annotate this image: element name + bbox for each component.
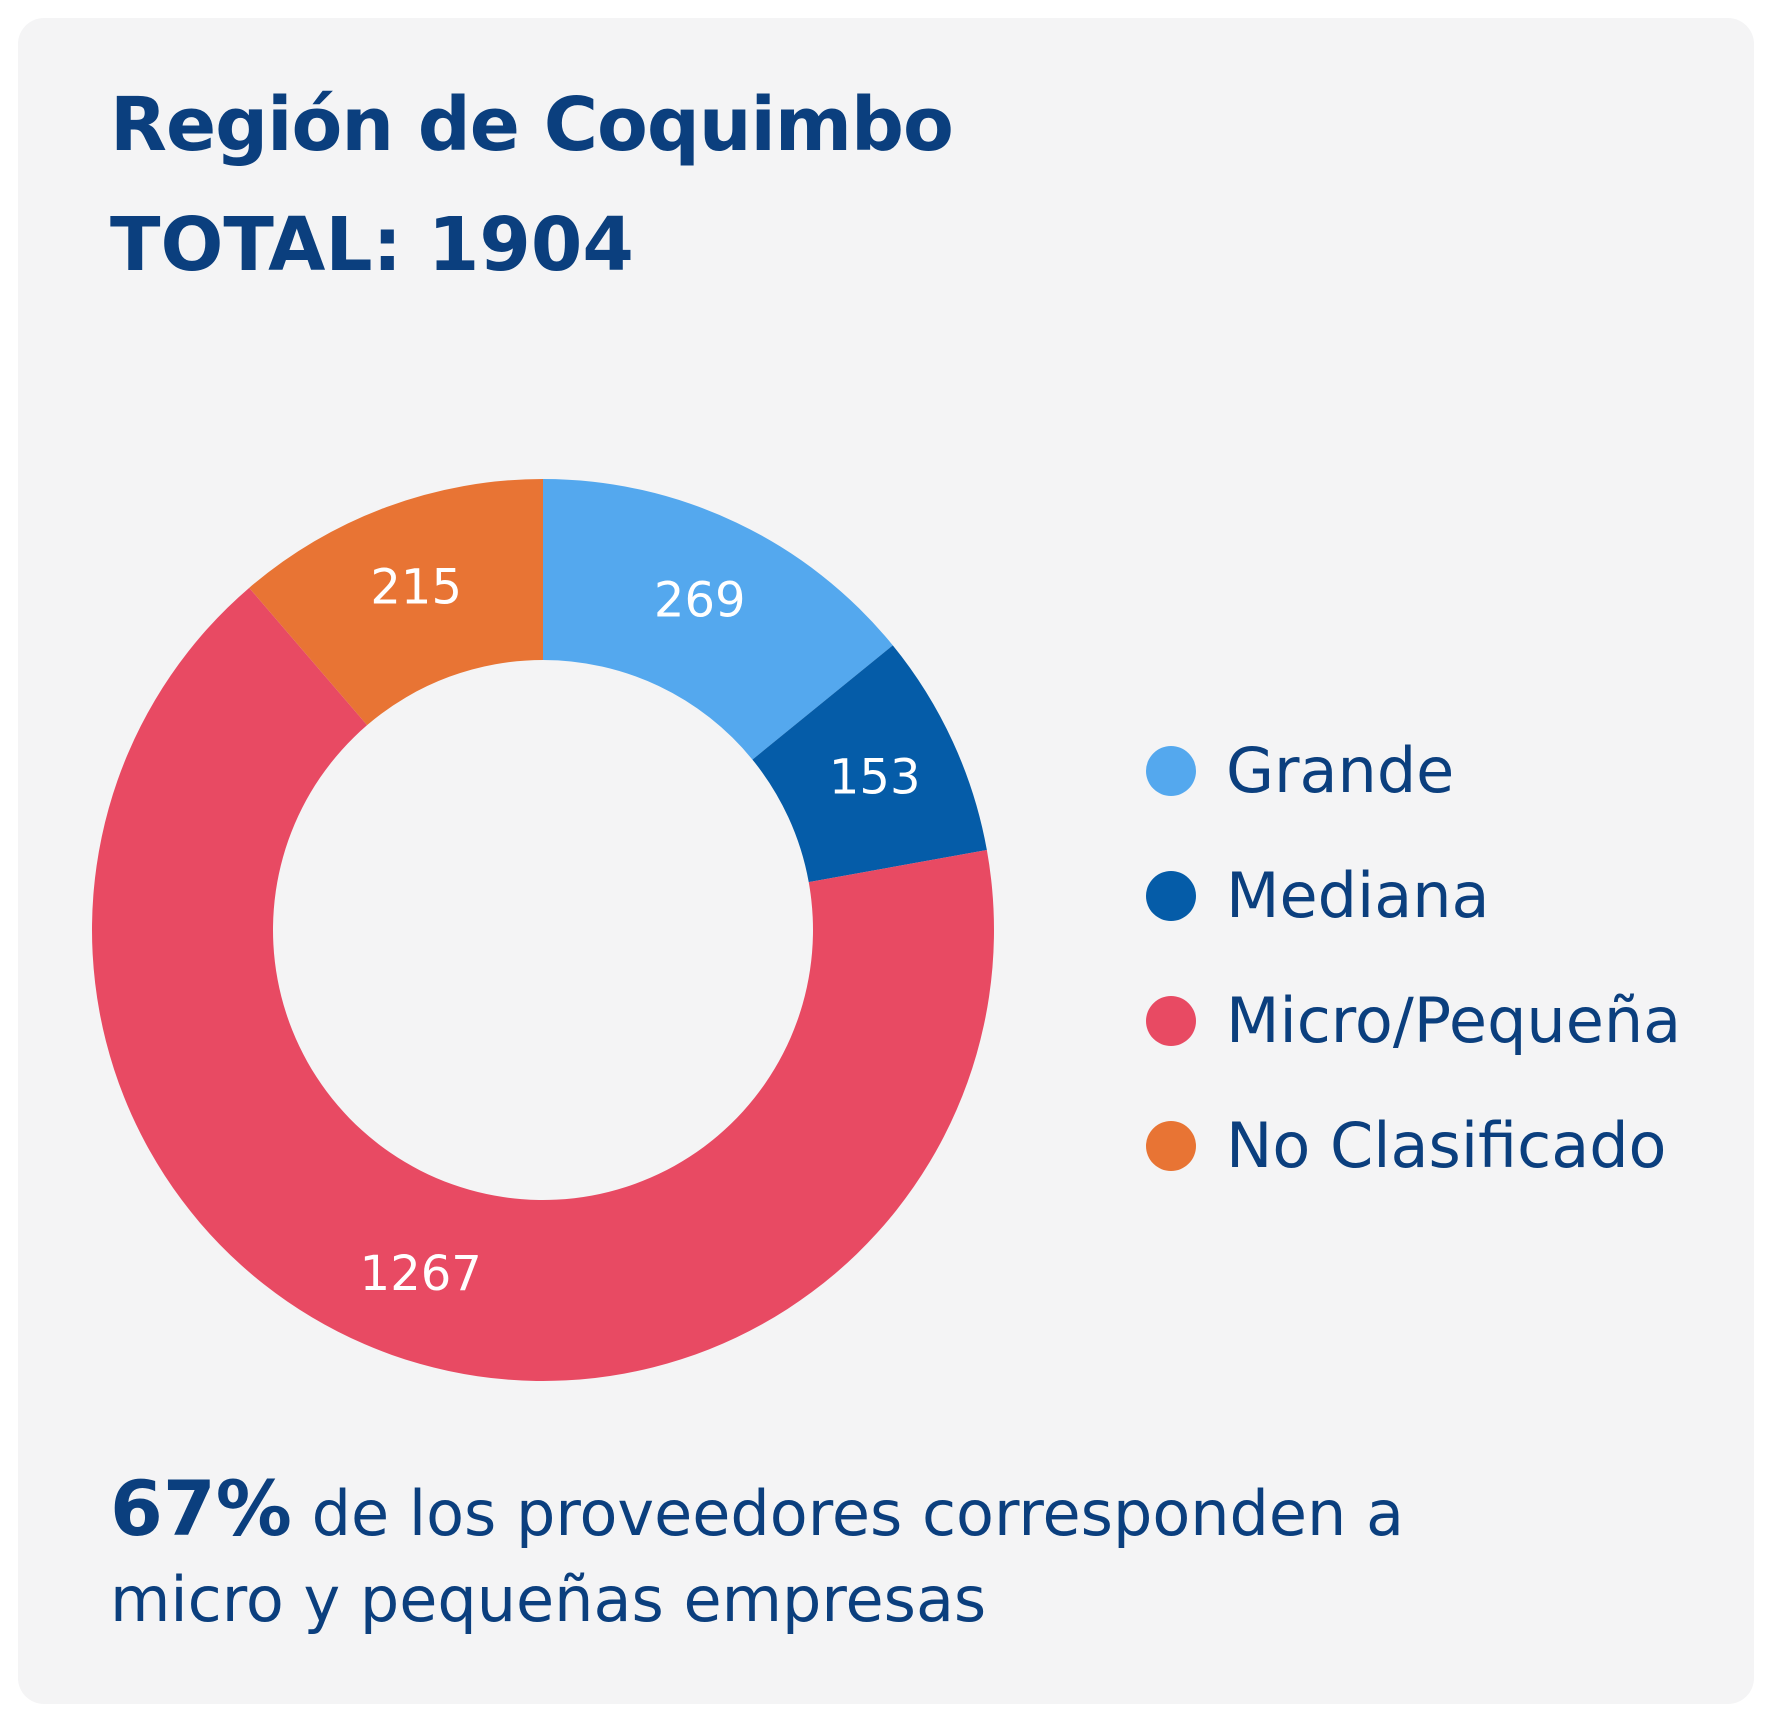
legend-label-no-clasificado: No Clasificado xyxy=(1226,1109,1667,1182)
chart-title: Región de Coquimbo xyxy=(110,82,954,168)
legend-label-grande: Grande xyxy=(1226,734,1455,807)
donut-slices xyxy=(92,479,994,1381)
footnote-highlight: 67% xyxy=(110,1464,292,1553)
legend-item-mediana: Mediana xyxy=(1146,833,1681,958)
legend-swatch-no-clasificado xyxy=(1146,1120,1196,1171)
slice-value-label-grande: 269 xyxy=(654,572,746,628)
slice-value-label-mediana: 153 xyxy=(829,750,921,806)
chart-legend: Grande Mediana Micro/Pequeña No Clasific… xyxy=(1146,708,1681,1208)
donut-slice-no-clasificado xyxy=(249,479,543,726)
donut-slice-mediana xyxy=(752,645,987,883)
slice-value-label-no-clasificado: 215 xyxy=(370,560,462,616)
slice-value-label-micro-pequena: 1267 xyxy=(360,1246,482,1302)
donut-slice-grande xyxy=(543,479,893,760)
chart-card: Región de Coquimbo TOTAL: 1904 Grande Me… xyxy=(18,18,1754,1704)
donut-slice-labels: 269 153 1267 215 xyxy=(360,560,921,1302)
legend-label-micro-pequena: Micro/Pequeña xyxy=(1226,984,1682,1057)
legend-label-mediana: Mediana xyxy=(1226,859,1490,932)
donut-slice-micro-pequena xyxy=(92,587,994,1381)
footnote-text: de los proveedores corresponden a micro … xyxy=(110,1477,1405,1636)
legend-item-micro-pequena: Micro/Pequeña xyxy=(1146,958,1681,1083)
chart-subtitle: TOTAL: 1904 xyxy=(110,202,634,288)
legend-swatch-micro-pequena xyxy=(1146,995,1196,1046)
footnote: 67% de los proveedores corresponden a mi… xyxy=(110,1466,1590,1643)
legend-item-no-clasificado: No Clasificado xyxy=(1146,1083,1681,1208)
legend-item-grande: Grande xyxy=(1146,708,1681,833)
legend-swatch-mediana xyxy=(1146,870,1196,921)
legend-swatch-grande xyxy=(1146,745,1196,796)
